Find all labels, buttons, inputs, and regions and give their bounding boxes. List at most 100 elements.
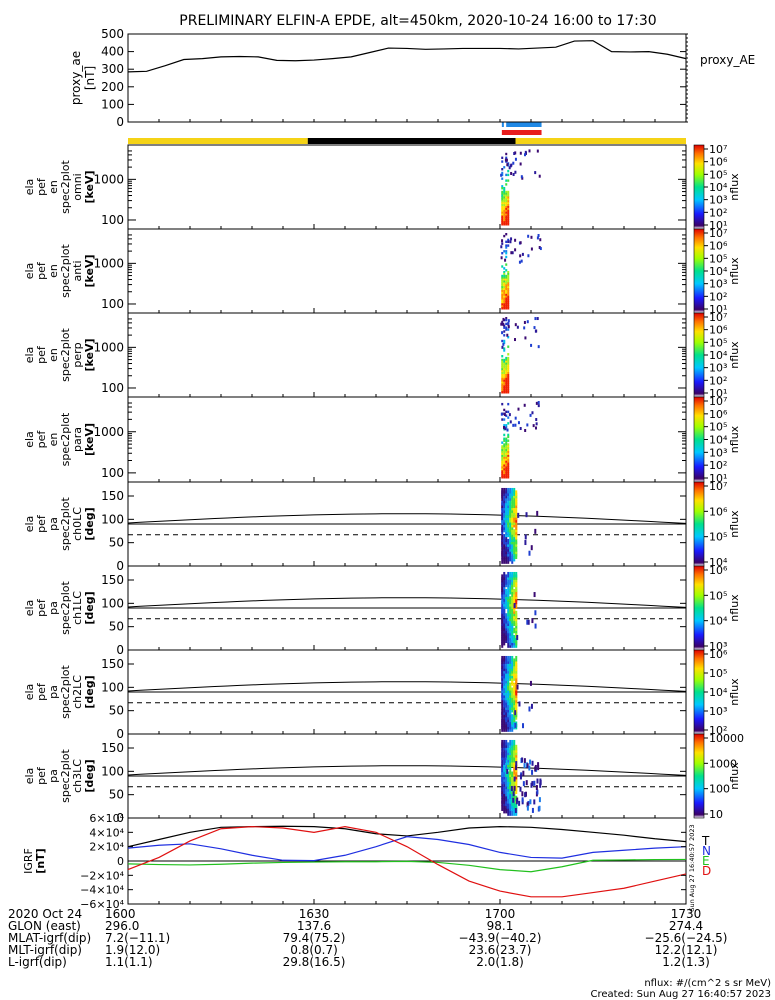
ytick-label: 150 — [101, 489, 124, 503]
spectrogram-cell — [503, 334, 506, 337]
spectrogram-cell — [505, 317, 508, 320]
spectrogram-cell — [501, 460, 504, 464]
footer-row-label: GLON (east) — [8, 919, 81, 933]
spectrogram-cell — [501, 187, 504, 190]
pa-sparse-cell — [522, 781, 525, 787]
spectrogram-cell — [503, 374, 506, 377]
spectrogram-cell — [505, 194, 508, 197]
pa-spectrogram-cell — [505, 764, 508, 770]
spectrogram-sparse-cell — [527, 254, 530, 258]
spectrogram-sparse-cell — [509, 420, 512, 424]
footer-row-value: 1730 — [671, 907, 702, 921]
ytick-label: 150 — [101, 573, 124, 587]
proxy-ae-ylabel: proxy_ae — [69, 51, 83, 105]
spectrogram-cell — [507, 445, 510, 448]
colorbar-tick-label: 10¹ — [709, 303, 727, 316]
spectrogram-cell — [505, 303, 508, 306]
spectrogram-cell — [503, 196, 506, 199]
igrf-legend-N: N — [702, 844, 711, 858]
spectrogram-cell — [501, 297, 504, 300]
spectrogram-cell — [503, 368, 506, 371]
spectrogram-sparse-cell — [520, 259, 523, 263]
colorbar-tick-label: 10⁴ — [709, 686, 728, 699]
pa-spectrogram-cell — [505, 655, 508, 662]
spectrogram-cell — [507, 307, 510, 310]
spectrogram-sparse-cell — [509, 240, 512, 244]
pa-spectrogram-cell — [507, 721, 510, 727]
spectrogram-sparse-cell — [514, 157, 517, 161]
pa-spectrogram-cell — [503, 752, 506, 758]
pa-spectrogram-cell — [503, 706, 506, 713]
pa-spectrogram-cell — [509, 526, 512, 533]
spectrogram-cell — [501, 252, 504, 255]
footer-row-value: 7.2(−11.1) — [105, 931, 170, 945]
pa-spectrogram-cell — [513, 800, 516, 807]
spectrogram-cell — [503, 364, 506, 367]
spectrogram-cell — [505, 200, 508, 203]
pa-spectrogram-cell — [515, 660, 518, 667]
spectrogram-cell — [503, 213, 506, 216]
spectrogram-cell — [505, 414, 508, 417]
igrf-ytick-label: −2×10⁴ — [80, 869, 124, 882]
ytick-label: 100 — [101, 466, 124, 480]
spectrogram-sparse-cell — [536, 149, 539, 153]
pa-spectrogram-cell — [511, 487, 514, 494]
igrf-ytick-label: 6×10⁴ — [89, 812, 124, 825]
spectrogram-cell — [505, 156, 508, 159]
pa-spectrogram-cell — [513, 497, 516, 504]
spectrogram-cell — [505, 452, 508, 456]
spectrogram-cell — [503, 301, 506, 304]
spectrogram-sparse-cell — [536, 236, 539, 240]
pa-spectrogram-cell — [509, 747, 512, 753]
spectrogram-cell — [503, 190, 506, 194]
spectrogram-cell — [507, 305, 510, 308]
spectrogram-sparse-cell — [521, 252, 524, 256]
colorbar-tick-label: 10⁶ — [709, 505, 728, 518]
spectrogram-cell — [503, 458, 506, 462]
colorbar-pa_spec2plot_ch2LC — [693, 649, 705, 735]
panel-ylabel-pa_spec2plot_ch1LC: pa — [47, 601, 60, 615]
pa-spectrogram-cell — [505, 546, 508, 552]
spectrogram-sparse-cell — [512, 161, 515, 165]
spectrogram-sparse-cell — [537, 401, 540, 405]
pa-sparse-cell — [533, 592, 536, 598]
spectrogram-sparse-cell — [519, 241, 522, 245]
spectrogram-cell — [501, 389, 504, 392]
spectrogram-sparse-cell — [534, 317, 537, 321]
pa-sparse-cell — [537, 765, 540, 771]
spectrogram-cell — [505, 443, 508, 446]
colorbar-tick-label: 10⁶ — [709, 156, 728, 169]
panel-ylabel-en_spec2plot_omni: omni — [71, 173, 84, 200]
pa-sparse-cell — [529, 799, 532, 805]
pa-sparse-cell — [528, 765, 531, 771]
igrf-series-N — [127, 836, 687, 862]
spectrogram-cell — [507, 295, 510, 299]
spectrogram-cell — [501, 451, 504, 454]
spectrogram-cell — [507, 206, 510, 209]
pa-sparse-cell — [518, 800, 521, 806]
panel-frame-en_spec2plot_omni — [127, 144, 687, 230]
spectrogram-cell — [501, 204, 504, 207]
pa-sparse-cell — [531, 769, 534, 775]
panel-ylabel-pa_spec2plot_ch3LC: [deg] — [83, 759, 96, 792]
spectrogram-cell — [505, 449, 508, 452]
spectrogram-cell — [507, 272, 510, 276]
pa-spectrogram-cell — [515, 620, 518, 626]
pa-spectrogram-cell — [507, 538, 510, 545]
spectrogram-sparse-cell — [538, 246, 541, 250]
spectrogram-cell — [507, 470, 510, 473]
pa-spectrogram-cell — [501, 487, 504, 494]
spectrogram-cell — [501, 265, 504, 268]
footer-row-value: 2.0(1.8) — [476, 955, 524, 969]
pa-spectrogram-cell — [509, 586, 512, 593]
pa-spectrogram-cell — [503, 663, 506, 669]
spectrogram-sparse-cell — [537, 345, 540, 349]
pa-sparse-cell — [517, 512, 520, 518]
pa-reference-line — [127, 597, 687, 608]
pa-spectrogram-cell — [501, 558, 504, 564]
spectrogram-cell — [503, 375, 506, 379]
pa-sparse-cell — [525, 780, 528, 786]
spectrogram-cell — [507, 387, 510, 390]
spectrogram-sparse-cell — [502, 317, 505, 321]
pa-sparse-cell — [525, 512, 528, 518]
